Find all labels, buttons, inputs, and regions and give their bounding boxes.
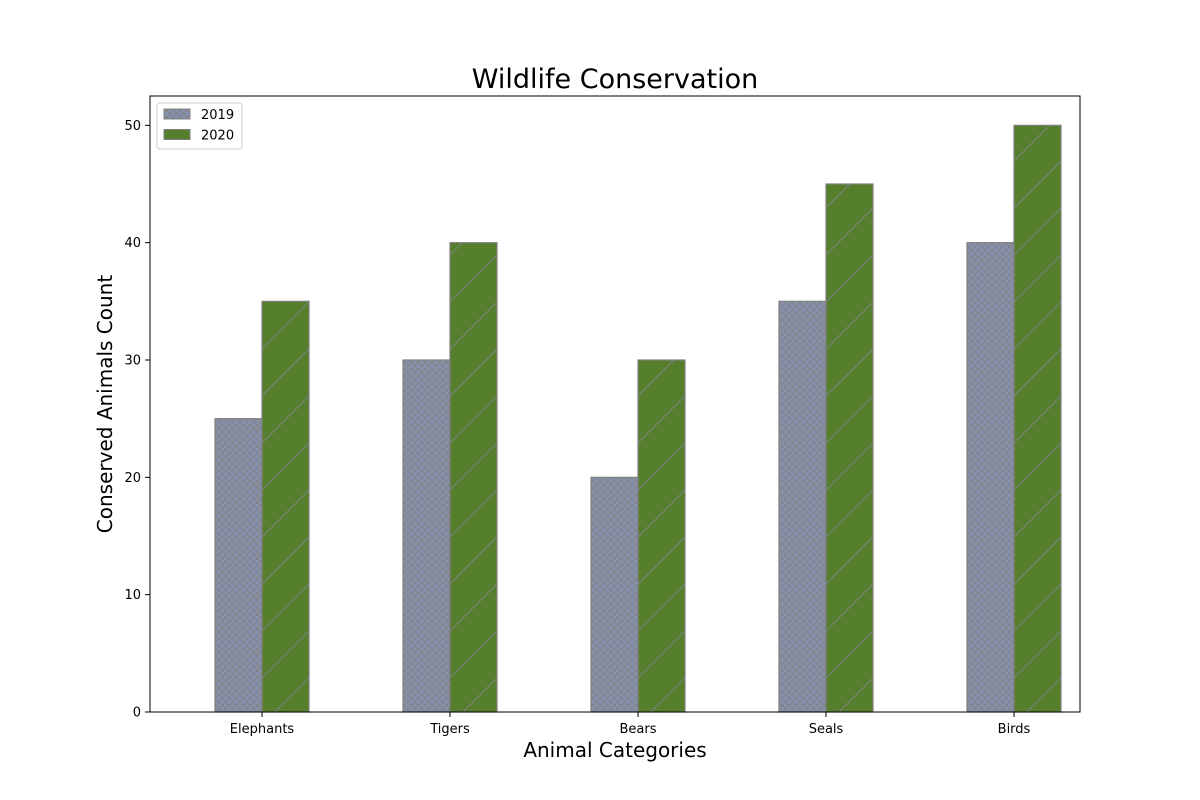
bar-2019-tigers — [402, 359, 451, 713]
chart-title: Wildlife Conservation — [472, 64, 758, 95]
bar-2019-elephants — [214, 418, 263, 713]
y-tick-label: 10 — [124, 588, 141, 603]
bar-2020-bears — [637, 359, 686, 713]
bars-layer — [214, 124, 1062, 713]
y-tick-label: 40 — [124, 236, 141, 251]
x-tick-label: Bears — [619, 722, 656, 737]
bar-2020-seals — [825, 183, 874, 713]
bar-2019-bears — [590, 476, 639, 713]
bar-2019-seals — [778, 300, 827, 713]
bar-2019-birds — [966, 242, 1015, 713]
x-tick-label: Birds — [998, 722, 1031, 737]
x-tick-label: Seals — [809, 722, 844, 737]
y-tick-label: 30 — [124, 354, 141, 369]
legend-label-2020: 2020 — [201, 129, 234, 144]
bar-2020-tigers — [449, 242, 498, 713]
legend-swatch-2020 — [163, 129, 191, 140]
plot-frame — [149, 95, 1081, 713]
y-axis-label: Conserved Animals Count — [93, 275, 117, 534]
axes-layer: 0 10 20 30 40 50 Elephants Tigers Bears Seals Bird… — [124, 95, 1081, 737]
x-tick-label: Tigers — [429, 722, 470, 737]
y-tick-label: 0 — [133, 706, 141, 721]
x-axis-label: Animal Categories — [523, 738, 706, 762]
legend-swatch-2019 — [163, 108, 191, 120]
y-tick-label: 20 — [124, 471, 141, 486]
legend-label-2019: 2019 — [201, 108, 234, 123]
y-tick-label: 50 — [124, 119, 141, 134]
legend: 2019 2020 — [156, 102, 243, 150]
bar-2020-birds — [1013, 124, 1062, 713]
bar-2020-elephants — [261, 300, 310, 713]
x-tick-label: Elephants — [230, 722, 295, 737]
